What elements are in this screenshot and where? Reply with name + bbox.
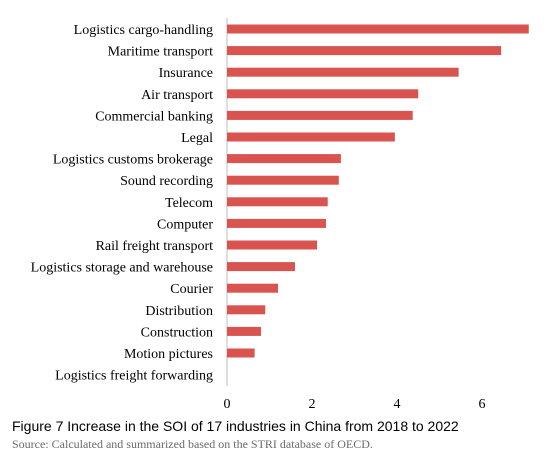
category-label-logistics-cargo-handling: Logistics cargo-handling (74, 23, 213, 38)
bar-logistics-cargo-handling (227, 24, 529, 34)
category-label-sound-recording: Sound recording (120, 174, 213, 189)
category-label-telecom: Telecom (165, 196, 213, 211)
bar-sound-recording (227, 175, 339, 185)
bar-maritime-transport (227, 46, 502, 56)
category-label-insurance: Insurance (159, 66, 213, 81)
category-label-air-transport: Air transport (141, 88, 213, 103)
figure-caption: Figure 7 Increase in the SOI of 17 indus… (12, 418, 459, 434)
category-label-commercial-banking: Commercial banking (95, 109, 213, 124)
bar-courier (227, 283, 278, 293)
x-tick-label-6: 6 (479, 397, 486, 412)
bar-logistics-customs-brokerage (227, 154, 341, 164)
bar-construction (227, 326, 261, 336)
category-label-legal: Legal (181, 131, 213, 146)
bar-insurance (227, 67, 459, 77)
category-label-distribution: Distribution (145, 304, 213, 319)
bar-distribution (227, 305, 266, 315)
x-tick-label-2: 2 (309, 397, 316, 412)
category-label-logistics-freight-forwarding: Logistics freight forwarding (55, 369, 213, 384)
bar-telecom (227, 197, 328, 207)
category-label-computer: Computer (157, 217, 213, 232)
category-label-rail-freight-transport: Rail freight transport (96, 239, 214, 254)
bars-group (227, 24, 529, 358)
bar-motion-pictures (227, 348, 255, 358)
x-tick-label-4: 4 (394, 397, 401, 412)
bar-commercial-banking (227, 110, 413, 120)
category-label-courier: Courier (170, 282, 213, 297)
bar-air-transport (227, 89, 419, 99)
bar-computer (227, 218, 327, 228)
category-label-logistics-customs-brokerage: Logistics customs brokerage (53, 153, 213, 168)
x-tick-labels-group: 0 2 4 6 (224, 397, 486, 412)
bar-logistics-storage-and-warehouse (227, 262, 295, 272)
bar-legal (227, 132, 395, 142)
category-label-logistics-storage-and-warehouse: Logistics storage and warehouse (31, 261, 213, 276)
x-tick-label-0: 0 (224, 397, 231, 412)
source-note: Source: Calculated and summarized based … (12, 437, 373, 451)
category-labels-group: Logistics cargo-handling Maritime transpo… (31, 23, 214, 384)
category-label-construction: Construction (141, 325, 213, 340)
category-label-motion-pictures: Motion pictures (124, 347, 213, 362)
bar-rail-freight-transport (227, 240, 318, 250)
category-label-maritime-transport: Maritime transport (108, 45, 213, 60)
